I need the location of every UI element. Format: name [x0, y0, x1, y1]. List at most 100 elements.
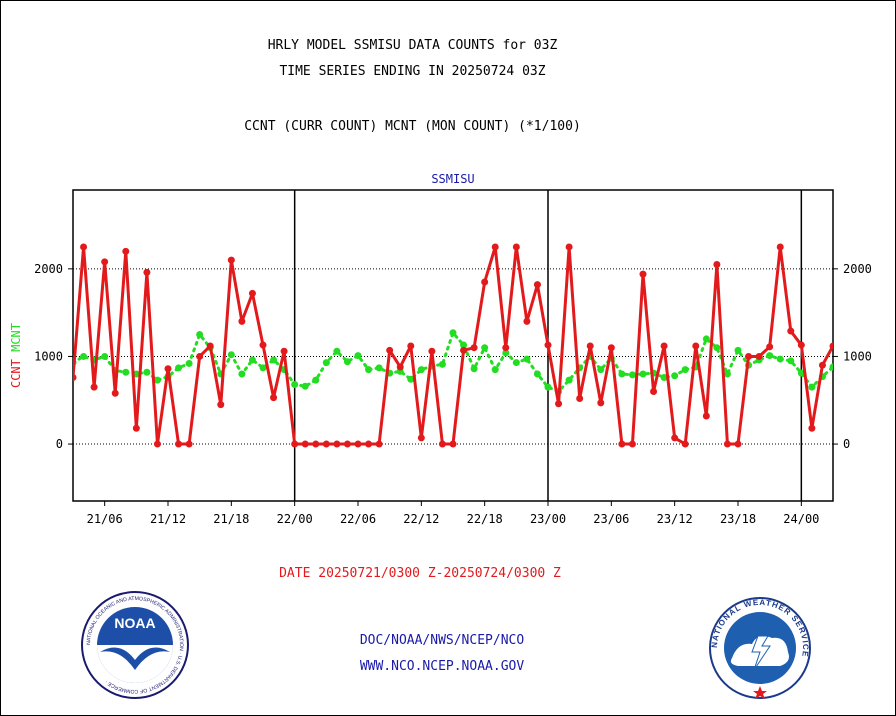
x-tick-label: 22/18 [467, 512, 503, 526]
data-point-ccnt [343, 440, 351, 448]
y-axis-label-ccnt: CCNT [9, 352, 23, 388]
data-point-mcnt [122, 368, 130, 376]
data-point-mcnt [597, 366, 605, 374]
org-text: DOC/NOAA/NWS/NCEP/NCO [359, 633, 525, 648]
data-point-ccnt [818, 361, 826, 369]
data-point-mcnt [375, 364, 383, 372]
data-point-ccnt [175, 440, 183, 448]
chart-title-line2: TIME SERIES ENDING IN 20250724 03Z [279, 64, 546, 79]
data-point-ccnt [533, 281, 541, 289]
data-point-ccnt [502, 344, 510, 352]
data-point-ccnt [745, 352, 753, 360]
data-point-ccnt [354, 440, 362, 448]
data-point-mcnt [238, 370, 246, 378]
data-point-mcnt [723, 370, 731, 378]
data-point-ccnt [681, 440, 689, 448]
data-point-ccnt [217, 401, 225, 409]
data-point-mcnt [291, 380, 299, 388]
data-point-mcnt [734, 346, 742, 354]
data-point-mcnt [618, 370, 626, 378]
data-point-ccnt [555, 400, 563, 408]
data-point-ccnt [80, 243, 88, 251]
data-point-ccnt [248, 289, 256, 297]
data-point-mcnt [460, 341, 468, 349]
data-point-mcnt [449, 329, 457, 337]
data-point-mcnt [702, 335, 710, 343]
panel-title: SSMISU [431, 172, 474, 186]
data-point-mcnt [523, 355, 531, 363]
data-point-mcnt [259, 364, 267, 372]
noaa-logo-text: NOAA [114, 615, 155, 631]
data-point-ccnt [428, 347, 436, 355]
y-tick-label: 1000 [34, 349, 63, 363]
x-tick-label: 23/00 [530, 512, 566, 526]
data-point-mcnt [153, 376, 161, 384]
data-point-mcnt [227, 351, 235, 359]
data-point-ccnt [227, 256, 235, 264]
data-point-ccnt [829, 342, 833, 350]
y-tick-label: 0 [56, 437, 63, 451]
data-point-ccnt [618, 440, 626, 448]
data-point-mcnt [143, 368, 151, 376]
y-axis-label: CCNT MCNT [9, 323, 23, 388]
data-point-ccnt [713, 260, 721, 268]
data-point-ccnt [386, 346, 394, 354]
data-point-ccnt [692, 342, 700, 350]
data-point-mcnt [787, 357, 795, 365]
data-point-mcnt [681, 366, 689, 374]
nws-logo: NATIONAL WEATHER SERVICE [709, 597, 811, 699]
data-point-ccnt [797, 341, 805, 349]
data-point-mcnt [808, 383, 816, 391]
data-point-ccnt [365, 440, 373, 448]
data-point-mcnt [354, 352, 362, 360]
data-point-mcnt [512, 359, 520, 367]
data-point-mcnt [333, 347, 341, 355]
data-point-ccnt [586, 342, 594, 350]
data-point-mcnt [365, 366, 373, 374]
data-point-ccnt [132, 424, 140, 432]
data-point-ccnt [650, 387, 658, 395]
data-point-ccnt [449, 440, 457, 448]
data-point-mcnt [312, 376, 320, 384]
x-tick-label: 22/00 [277, 512, 313, 526]
data-point-ccnt [544, 341, 552, 349]
data-point-ccnt [122, 247, 130, 255]
y-tick-label-right: 0 [843, 437, 850, 451]
data-point-ccnt [333, 440, 341, 448]
data-point-mcnt [80, 352, 88, 360]
data-point-mcnt [797, 369, 805, 377]
data-point-ccnt [101, 258, 109, 266]
url-link[interactable]: WWW.NCO.NCEP.NOAA.GOV [359, 659, 525, 674]
data-point-ccnt [639, 270, 647, 278]
data-point-mcnt [565, 376, 573, 384]
y-axis-label-mcnt: MCNT [9, 323, 23, 352]
data-point-ccnt [766, 343, 774, 351]
data-point-ccnt [660, 342, 668, 350]
data-point-ccnt [723, 440, 731, 448]
data-point-ccnt [291, 440, 299, 448]
data-point-ccnt [111, 389, 119, 397]
x-tick-label: 21/18 [213, 512, 249, 526]
data-point-mcnt [491, 366, 499, 374]
data-point-ccnt [206, 342, 214, 350]
data-point-mcnt [196, 331, 204, 339]
data-point-ccnt [280, 347, 288, 355]
x-tick-label: 24/00 [783, 512, 819, 526]
data-point-mcnt [829, 363, 833, 371]
data-point-ccnt [470, 344, 478, 352]
data-point-mcnt [301, 382, 309, 390]
x-tick-label: 22/06 [340, 512, 376, 526]
x-tick-label: 21/12 [150, 512, 186, 526]
data-point-ccnt [755, 352, 763, 360]
x-tick-label: 22/12 [403, 512, 439, 526]
data-point-ccnt [301, 440, 309, 448]
data-point-ccnt [417, 434, 425, 442]
data-point-ccnt [375, 440, 383, 448]
series-ccnt [73, 243, 833, 448]
data-point-mcnt [438, 360, 446, 368]
data-point-ccnt [597, 399, 605, 407]
data-point-ccnt [607, 344, 615, 352]
data-point-ccnt [143, 268, 151, 276]
data-point-mcnt [776, 355, 784, 363]
